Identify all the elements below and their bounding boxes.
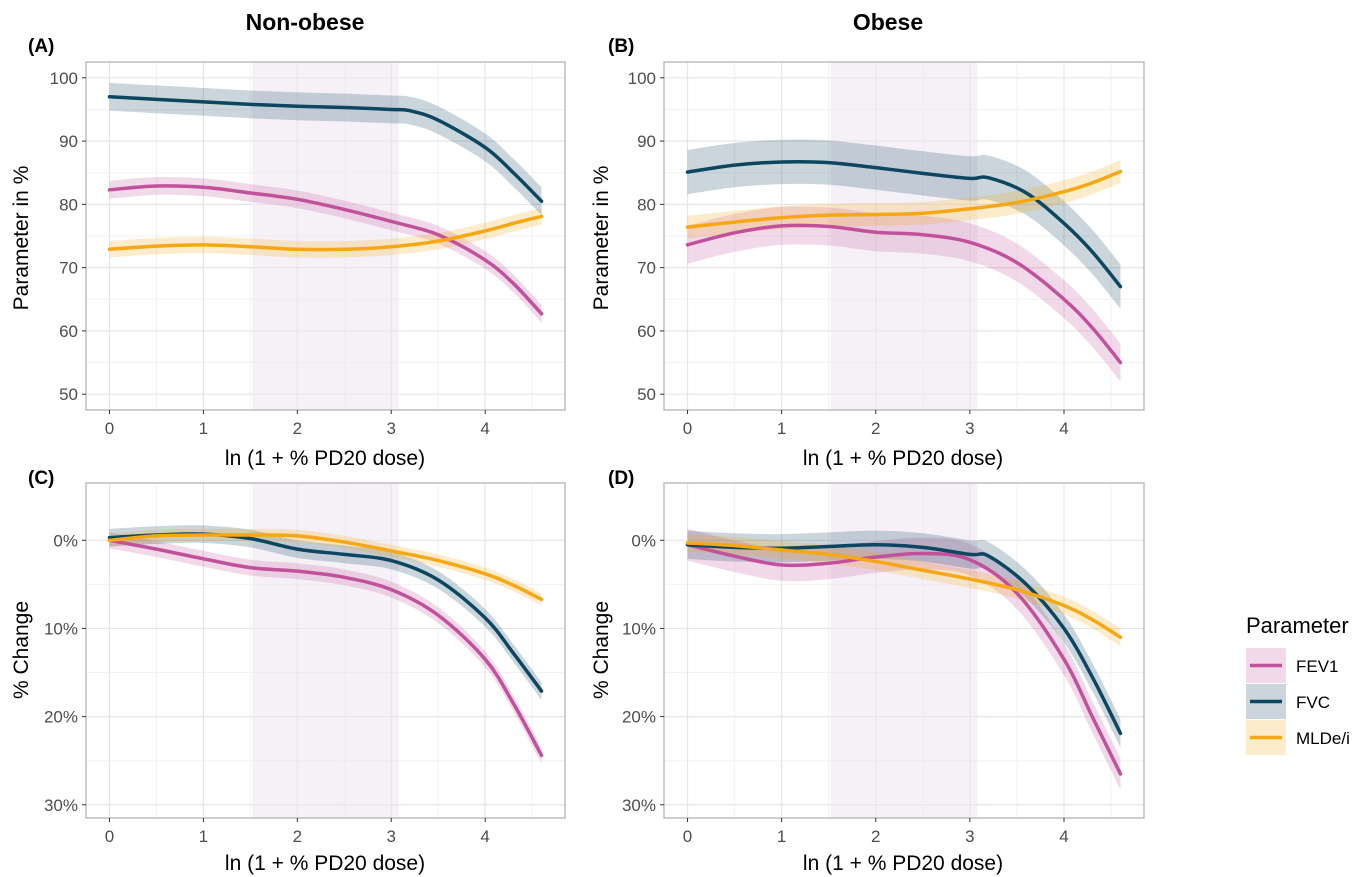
ci-band-fev1-b [687,206,1121,382]
y-axis-label-c: % Change [10,601,33,699]
y-tick-label-a: 70 [59,259,78,278]
x-tick-label-b: 4 [1059,419,1068,438]
y-tick-label-b: 80 [637,195,656,214]
panel-frame-d [663,482,1145,819]
panel-tag-b: (B) [608,36,634,57]
series-line-fev1-b [685,223,1123,365]
x-tick-label-b: 0 [683,419,692,438]
x-axis-label-b: ln (1 + % PD20 dose) [803,447,1003,470]
series-line-fev1-c [107,538,544,758]
series-line-mlde-i-b [685,169,1123,229]
y-tick-label-a: 80 [59,195,78,214]
x-tick-label-c: 1 [199,827,208,846]
y-axis-label-b: Parameter in % [590,166,613,311]
x-axis-label-a: ln (1 + % PD20 dose) [225,447,425,470]
x-tick-label-b: 3 [965,419,974,438]
column-title-obese: Obese [853,9,923,35]
x-tick-label-a: 2 [293,419,302,438]
y-tick-label-d: 20% [622,708,656,727]
x-tick-label-d: 1 [777,827,786,846]
y-tick-label-d: 10% [622,619,656,638]
x-tick-label-a: 4 [480,419,489,438]
panel-d: (D) % Change ln (1 + % PD20 dose) 0 1 2 3 4 0… [590,468,1145,875]
x-tick-label-b: 2 [871,419,880,438]
legend-label-fvc: FVC [1296,693,1330,712]
y-tick-label-c: 0% [53,531,78,550]
y-axis-label-a: Parameter in % [10,166,33,311]
legend-title: Parameter [1246,613,1349,638]
y-tick-label-b: 100 [628,69,656,88]
series-line-fev1-a [107,184,544,316]
panel-tag-a: (A) [28,36,54,57]
y-tick-label-a: 50 [59,385,78,404]
series-line-mlde-i-d [685,541,1123,640]
series-line-mlde-i-c [107,533,544,602]
y-tick-label-d: 0% [631,531,656,550]
y-tick-label-b: 90 [637,132,656,151]
x-tick-label-c: 0 [105,827,114,846]
x-tick-label-c: 2 [293,827,302,846]
panel-frame-b [663,61,1145,411]
shaded-region-b [830,62,978,410]
series-line-fvc-a [107,95,544,203]
ci-band-fvc-a [109,82,542,216]
y-tick-label-a: 60 [59,322,78,341]
ci-band-fvc-c [109,525,542,700]
ci-band-fvc-d [687,530,1121,748]
panel-a: (A) Parameter in % ln (1 + % PD20 dose) … [10,36,566,470]
legend-label-fev1: FEV1 [1296,657,1339,676]
series-line-fvc-b [685,159,1123,289]
panel-frame-c [85,482,566,819]
y-tick-label-b: 60 [637,322,656,341]
panel-tag-c: (C) [28,468,54,489]
y-tick-label-b: 70 [637,259,656,278]
y-tick-label-c: 10% [44,619,78,638]
x-tick-label-a: 3 [387,419,396,438]
ci-band-fvc-b [687,139,1121,309]
x-tick-label-a: 1 [199,419,208,438]
x-tick-label-c: 4 [480,827,489,846]
series-line-mlde-i-a [107,214,544,252]
x-axis-label-c: ln (1 + % PD20 dose) [225,852,425,875]
y-axis-label-d: % Change [590,601,613,699]
y-tick-label-a: 100 [50,69,78,88]
ci-band-fev1-d [687,528,1121,790]
shaded-region-a [252,62,399,410]
legend: Parameter FEV1 FVC MLDe/i [1246,613,1350,755]
y-tick-label-c: 20% [44,708,78,727]
shaded-region-d [830,483,978,818]
series-line-fev1-d [685,542,1123,776]
panel-frame-a [85,61,566,411]
y-tick-label-a: 90 [59,132,78,151]
x-tick-label-d: 4 [1059,827,1068,846]
column-title-non-obese: Non-obese [246,9,365,35]
x-tick-label-d: 3 [965,827,974,846]
ci-band-fev1-c [109,532,542,764]
y-tick-label-b: 50 [637,385,656,404]
y-tick-label-c: 30% [44,796,78,815]
panel-tag-d: (D) [608,468,634,489]
x-tick-label-a: 0 [105,419,114,438]
legend-label-mlde-i: MLDe/i [1296,729,1350,748]
x-tick-label-b: 1 [777,419,786,438]
x-tick-label-c: 3 [387,827,396,846]
ci-band-mlde-i-b [687,160,1121,239]
x-tick-label-d: 0 [683,827,692,846]
panel-b: (B) Parameter in % ln (1 + % PD20 dose) … [590,36,1145,470]
y-tick-label-d: 30% [622,796,656,815]
panel-c: (C) % Change ln (1 + % PD20 dose) 0 1 2 3 4 0… [10,468,566,875]
x-axis-label-d: ln (1 + % PD20 dose) [803,852,1003,875]
x-tick-label-d: 2 [871,827,880,846]
